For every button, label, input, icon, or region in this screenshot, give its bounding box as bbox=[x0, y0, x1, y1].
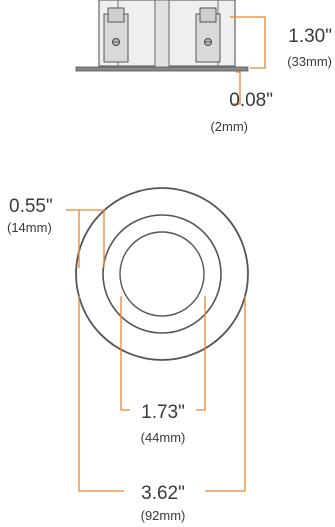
flange-inches-label: 0.08" bbox=[229, 90, 273, 111]
aperture-mm-label: (44mm) bbox=[141, 430, 186, 445]
flange-leader bbox=[232, 71, 241, 105]
aperture-inches-label: 1.73" bbox=[141, 402, 185, 423]
height-leader bbox=[230, 16, 266, 69]
left-spring-clip bbox=[103, 7, 129, 63]
right-spring-clip bbox=[195, 7, 221, 63]
aperture-leader bbox=[120, 296, 130, 411]
flange-mm-label: (2mm) bbox=[210, 119, 248, 134]
trim-width-inches-label: 0.55" bbox=[9, 196, 53, 217]
outer-diameter-leader bbox=[78, 296, 124, 492]
bottom-flange bbox=[75, 66, 249, 72]
center-post bbox=[154, 0, 170, 69]
trim-width-leader bbox=[66, 209, 105, 268]
trim-width-mm-label: (14mm) bbox=[7, 220, 52, 235]
front-view bbox=[75, 187, 249, 361]
outer-diameter-inches-label: 3.62" bbox=[141, 483, 185, 504]
height-mm-label: (33mm) bbox=[287, 54, 332, 69]
side-view bbox=[75, 0, 249, 72]
outer-diameter-mm-label: (92mm) bbox=[141, 508, 186, 523]
outer-trim-ring bbox=[75, 187, 249, 361]
height-inches-label: 1.30" bbox=[288, 26, 332, 47]
middle-ring bbox=[102, 214, 222, 334]
aperture-ring bbox=[119, 231, 205, 317]
